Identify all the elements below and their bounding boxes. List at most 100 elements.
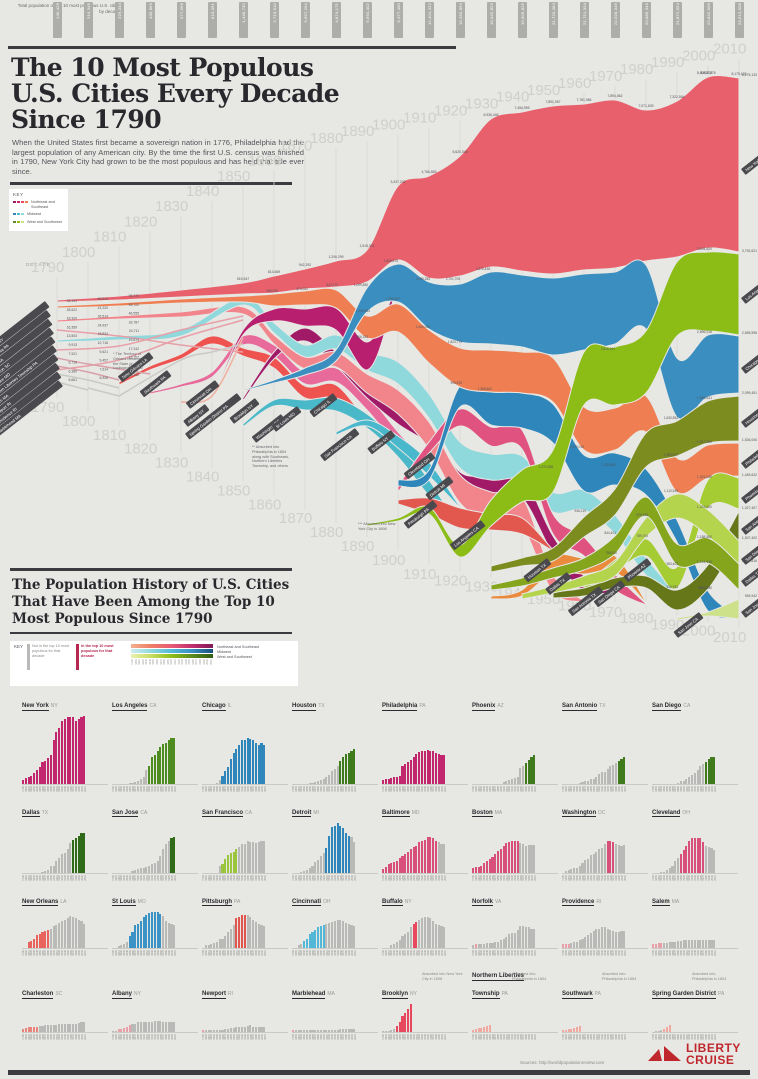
city-chip: New York NY — [741, 128, 758, 175]
section2-title: The Population History of U.S. Cities Th… — [12, 577, 290, 627]
stream-value-label: 12,613 — [129, 364, 139, 368]
svg-text:Baltimore MD: Baltimore MD — [0, 372, 11, 392]
stream-value-label: 10,762 — [129, 373, 139, 377]
stream-footnote: * The Territory of Orleans became the St… — [113, 352, 143, 370]
city-chip: Chicago IL — [309, 393, 338, 418]
decade-label-lower: 1820 — [124, 441, 157, 458]
minor-city-line — [56, 381, 89, 391]
city-chip: Phoenix AZ — [741, 457, 758, 504]
mini-chart-decade-axis: 1790 1800 1810 1820 1830 1840 1850 1860 1870 1880… — [112, 949, 177, 956]
stream-band-baltimore — [56, 296, 678, 596]
brand-logo: LIBERTY CRUISE — [648, 1042, 741, 1066]
mini-chart-state: MD — [411, 809, 420, 816]
city-chip: Albany NY — [183, 404, 210, 427]
decade-label-upper: 1840 — [186, 183, 219, 200]
stream-value-label: 13,503 — [67, 334, 77, 338]
total-bar: 15,355,850 — [456, 2, 465, 38]
midwest-gradient — [131, 649, 214, 653]
mini-chart-city-name: Boston — [472, 809, 493, 818]
intro-paragraph: When the United States first became a so… — [12, 138, 304, 176]
decade-label-upper: 1950 — [527, 82, 560, 99]
decade-label-lower: 2010 — [713, 629, 746, 646]
mini-chart-city-name: New York — [22, 703, 49, 711]
mini-chart-decade-axis: 1790 1800 1810 1820 1830 1840 1850 1860 1870 1880… — [472, 874, 537, 881]
stream-band-neworleans — [118, 335, 368, 425]
stream-value-label: 1,698,575 — [384, 259, 398, 263]
mini-bar-chart — [472, 821, 558, 874]
mini-bar-chart — [22, 1002, 108, 1034]
decade-label-lower: 2000 — [682, 623, 715, 640]
mini-chart-city-name: Los Angeles — [112, 703, 148, 711]
stream-value-label: 7,454,995 — [514, 106, 529, 110]
svg-text:San Antonio TX: San Antonio TX — [571, 592, 597, 614]
stream-value-label: 813,669 — [268, 270, 280, 274]
stream-value-label: 938,219 — [574, 509, 586, 513]
city-mini-chart-philadelphia: Philadelphia PA 1790 1800 1810 1820 1830 1840 18… — [382, 694, 468, 792]
stream-value-label: 24,937 — [98, 323, 108, 327]
mini-chart-decade-axis: 1790 1800 1810 1820 1830 1840 1850 1860 1870 1880… — [22, 1034, 87, 1041]
city-mini-chart-san-antonio: San Antonio TX 1790 1800 1810 1820 1830 1840 185… — [562, 694, 648, 792]
minor-city-line — [56, 365, 120, 381]
key2-decade-ticks: 1790 1800 1810 1820 1830 1840 1850 1860 1870 1880… — [131, 659, 213, 665]
total-bar: 12,401,322 — [425, 2, 434, 38]
decade-label-upper: 1920 — [434, 103, 467, 120]
mini-chart-state: NY — [134, 991, 141, 998]
svg-text:Dallas TX: Dallas TX — [549, 577, 566, 592]
mini-chart-decade-axis: 1790 1800 1810 1820 1830 1840 1850 1860 1870 1880… — [562, 874, 627, 881]
stream-key: KEY Northeast and Southeast Midwest West… — [9, 189, 68, 232]
mini-chart-city-name: Norfolk — [472, 898, 493, 907]
city-chip: Los Angeles CA — [450, 520, 486, 550]
northeast-color-dashes — [13, 201, 29, 209]
city-chip: New Orleans LA — [118, 352, 154, 382]
mini-chart-decade-axis: 1790 1800 1810 1820 1830 1840 1850 1860 1870 1880… — [202, 786, 267, 792]
mini-chart-state: NY — [410, 991, 417, 998]
mini-chart-state: TX — [599, 703, 606, 709]
stream-band-boston — [56, 305, 585, 603]
stream-footnote: *** Absorbed into New York City in 1898 — [358, 522, 395, 531]
stream-value-label: 1,549,008 — [416, 325, 430, 329]
stream-band-cincinnati — [149, 334, 430, 466]
stream-band-detroit — [397, 380, 740, 619]
decade-label-lower: 1840 — [186, 469, 219, 486]
stream-value-label: 1,630,553 — [664, 416, 678, 420]
mini-bar-chart — [562, 714, 648, 785]
small-multiples-key: KEY Not in the top 10 most populous for … — [10, 641, 298, 686]
city-chip: Baltimore MD — [0, 336, 56, 394]
stream-band-phoenix — [583, 472, 740, 592]
svg-text:New York NY: New York NY — [0, 337, 5, 356]
stream-band-stlouis — [242, 327, 616, 595]
mini-bar-chart — [292, 1002, 378, 1034]
mini-bar-chart — [292, 714, 378, 785]
mini-bar-chart — [562, 821, 648, 874]
mini-chart-state: OH — [323, 898, 331, 905]
mini-chart-state: CA — [245, 809, 252, 816]
mini-chart-city-name: Baltimore — [382, 809, 410, 818]
city-chip: Boston MA — [0, 319, 53, 376]
mini-chart-decade-axis: 1790 1800 1810 1820 1830 1840 1850 1860 1870 1880… — [652, 1034, 717, 1041]
stream-value-label: 53,722 — [129, 303, 139, 307]
stream-value-label: 33,787 — [129, 320, 139, 324]
total-bar: 24,513,008 — [735, 2, 744, 38]
svg-text:Cleveland OH: Cleveland OH — [407, 457, 431, 477]
city-chip: Chicago IL — [741, 327, 758, 374]
mini-bar-chart — [382, 1002, 468, 1034]
intro-rule — [10, 182, 292, 185]
stream-value-label: 2,701,705 — [446, 277, 460, 281]
stream-value-label: 945,942 — [745, 594, 757, 598]
svg-text:Chicago IL: Chicago IL — [313, 398, 332, 415]
mini-bar-chart — [292, 821, 378, 874]
mini-chart-state: CA — [683, 703, 691, 709]
city-chip: Salem MA — [0, 354, 59, 412]
key-item-west: West and Southwest — [13, 220, 65, 225]
key-title: KEY — [13, 192, 24, 197]
small-multiples-row: Dallas TX 1790 1800 1810 1820 1830 1840 1850 1860… — [22, 801, 744, 881]
stream-band-buffalo — [335, 419, 461, 510]
city-mini-chart-pittsburgh: Pittsburgh PA 1790 1800 1810 1820 1830 1840 1850… — [202, 890, 288, 955]
mini-bar-chart — [202, 1002, 288, 1034]
city-mini-chart-charleston: Charleston SC 1790 1800 1810 1820 1830 1840 1850… — [22, 964, 108, 1040]
stream-value-label: 844,401 — [604, 531, 616, 535]
mini-bar-chart — [202, 821, 288, 874]
stream-value-label: 1,568,662 — [478, 387, 492, 391]
key2-region-gradients: 1790 1800 1810 1820 1830 1840 1850 1860 1870 1880… — [131, 644, 214, 683]
stream-value-label: 3,376,438 — [476, 267, 490, 271]
